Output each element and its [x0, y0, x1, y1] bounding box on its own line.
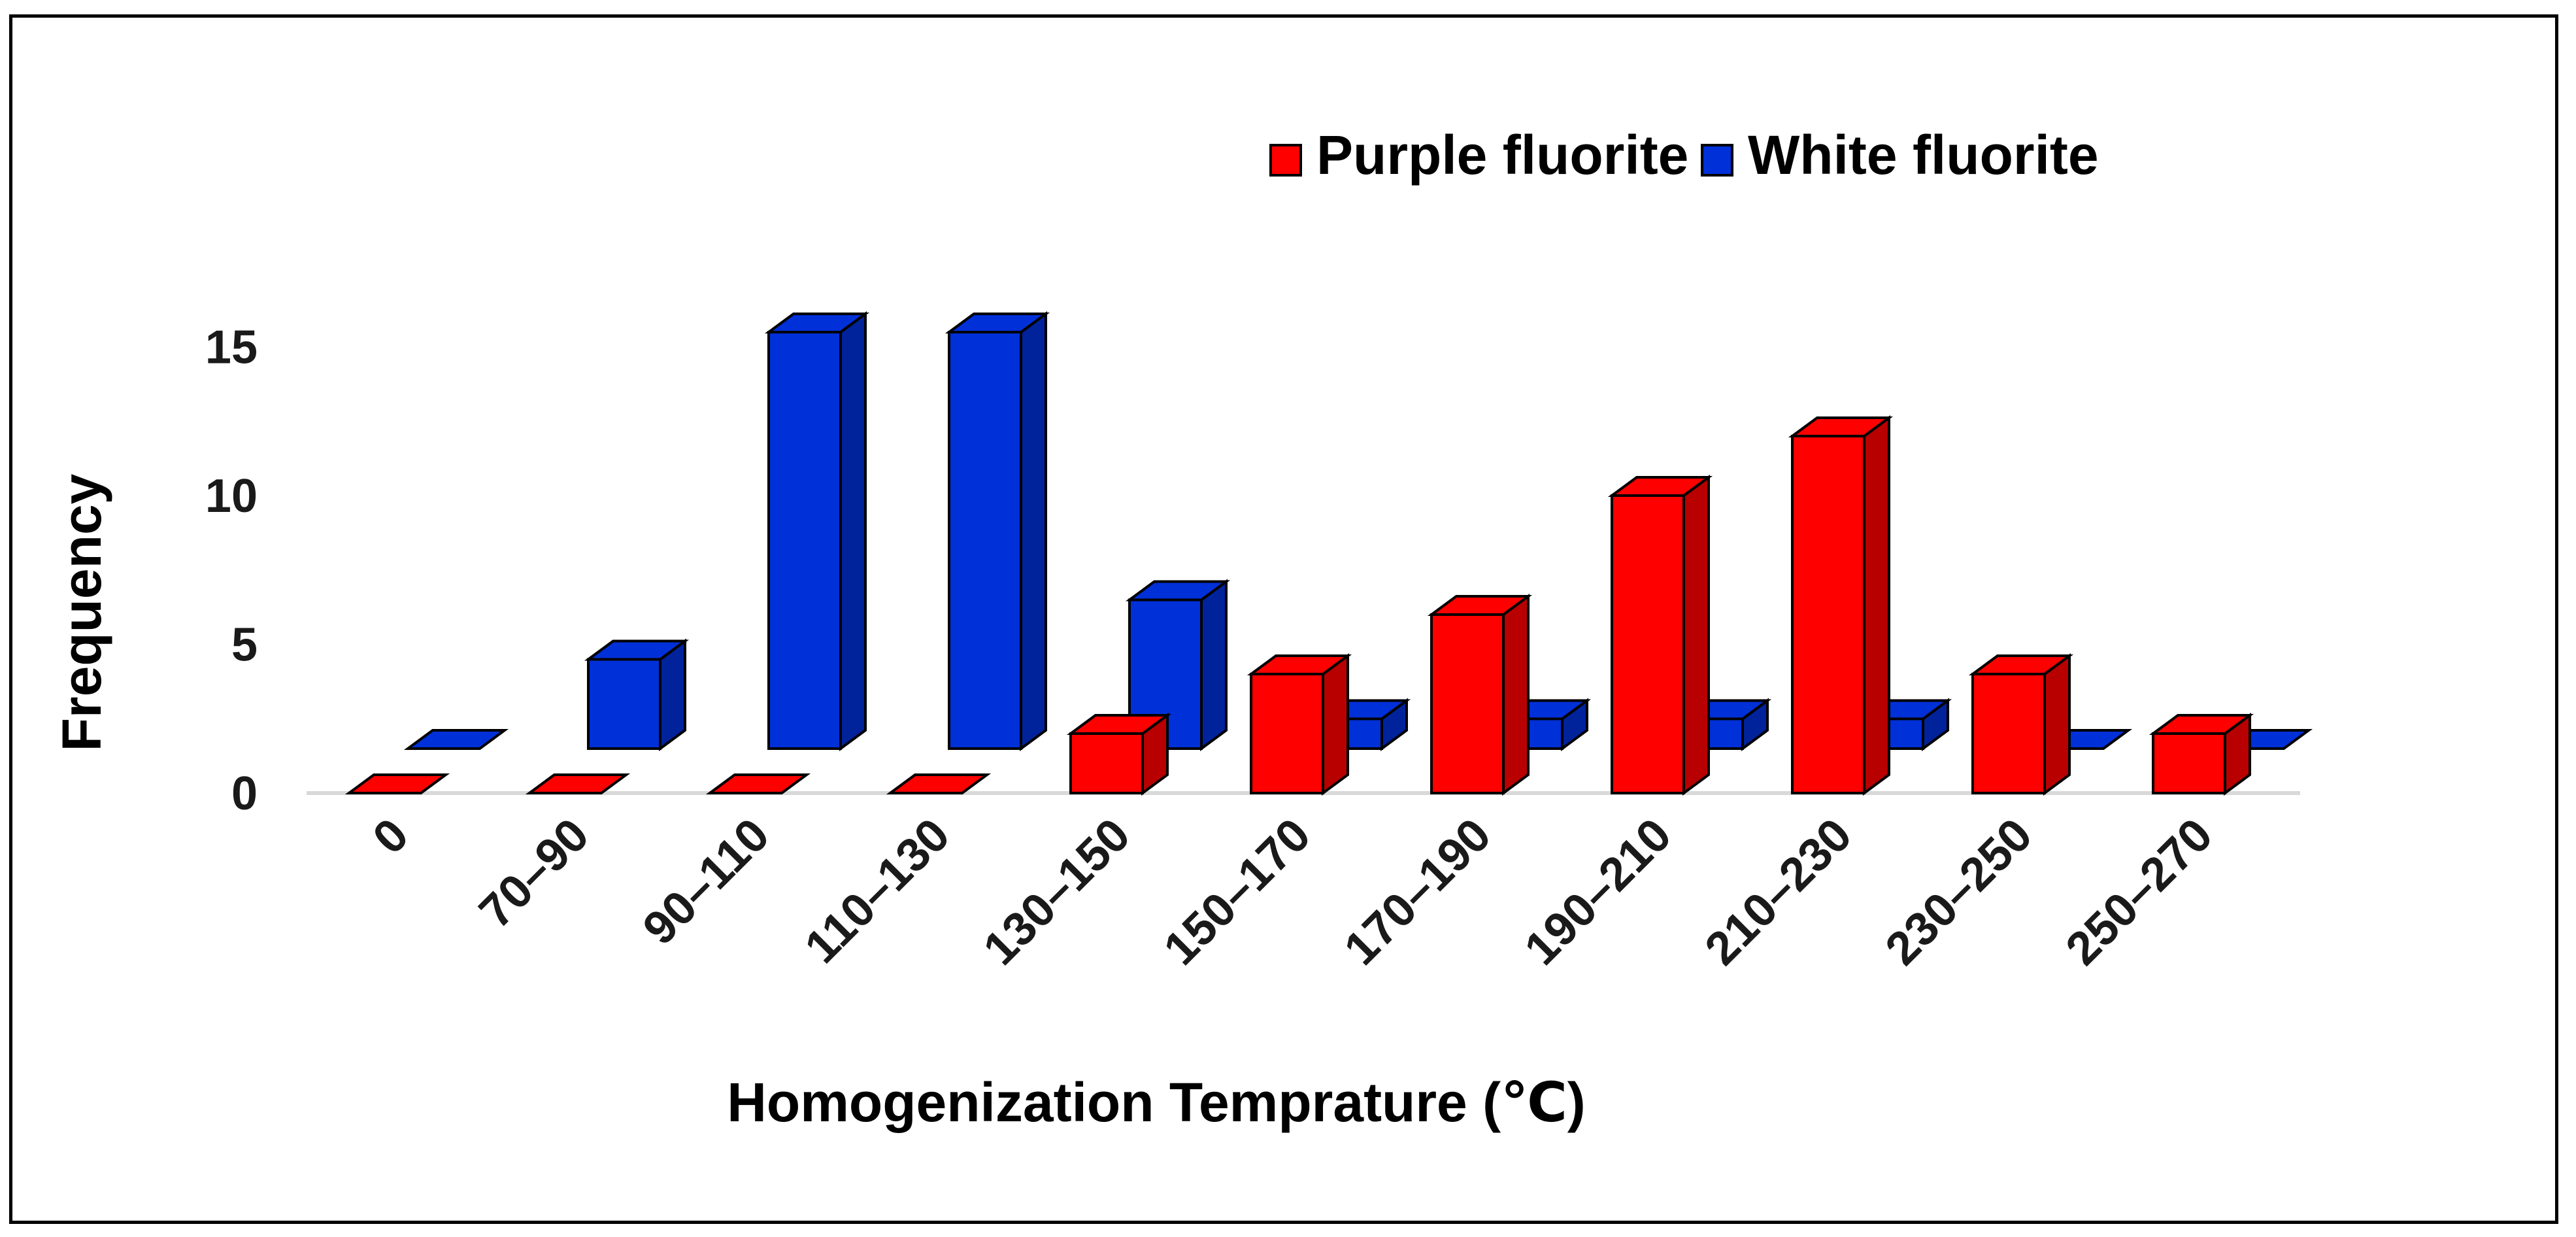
legend-swatch [1701, 144, 1733, 177]
x-axis-title: Homogenization Temprature (℃) [727, 1072, 1586, 1133]
legend-item: Purple fluorite [1269, 124, 1688, 186]
bar-purple-fluorite [1246, 653, 1352, 796]
x-axis-ticks: 0 70–90 90–110 110–130 130–150 150–170 170–190… [363, 809, 2222, 975]
bar-purple-fluorite [1066, 713, 1172, 796]
bar-purple-fluorite [1427, 594, 1533, 796]
bar-purple-fluorite [525, 773, 631, 794]
x-tick-label: 90–110 [633, 809, 780, 955]
y-axis-ticks: 0 5 10 15 [205, 322, 258, 821]
legend-label: Purple fluorite [1316, 124, 1688, 186]
x-tick-label: 210–230 [1696, 809, 1862, 975]
bar-purple-fluorite [705, 773, 811, 794]
x-tick-label: 130–150 [974, 809, 1141, 975]
bars-group [344, 311, 2313, 796]
bar-white-fluorite [945, 311, 1050, 751]
bar-purple-fluorite [1968, 653, 2074, 796]
bar-purple-fluorite [344, 773, 450, 794]
chart: 0 5 10 15 0 70–90 90–110 110–130 130–150 150–170… [51, 124, 2313, 1133]
x-tick-label: 250–270 [2056, 809, 2223, 975]
legend-label: White fluorite [1748, 124, 2099, 186]
bar-purple-fluorite [886, 773, 992, 794]
x-tick-label: 190–210 [1515, 809, 1682, 975]
x-tick-label: 230–250 [1876, 809, 2043, 975]
bar-white-fluorite [764, 311, 870, 751]
bar-white-fluorite [584, 638, 690, 751]
x-tick-label: 0 [363, 809, 418, 864]
y-tick-label: 5 [231, 619, 258, 671]
chart-frame: 0 5 10 15 0 70–90 90–110 110–130 130–150 150–170… [9, 14, 2558, 1224]
x-tick-label: 70–90 [469, 809, 599, 938]
y-tick-label: 0 [231, 768, 258, 820]
legend-swatch [1269, 144, 1302, 177]
bar-purple-fluorite [1607, 475, 1713, 796]
x-tick-label: 170–190 [1335, 809, 1501, 975]
x-tick-label: 150–170 [1154, 809, 1321, 975]
bar-white-fluorite [403, 729, 509, 750]
bar-purple-fluorite [1788, 415, 1894, 796]
y-tick-label: 10 [205, 470, 258, 522]
bar-purple-fluorite [2149, 713, 2254, 796]
legend: Purple fluorite White fluorite [1269, 124, 2099, 186]
y-axis-title: Frequency [51, 473, 112, 751]
legend-item: White fluorite [1701, 124, 2099, 186]
y-tick-label: 15 [205, 322, 258, 374]
x-tick-label: 110–130 [795, 809, 960, 974]
